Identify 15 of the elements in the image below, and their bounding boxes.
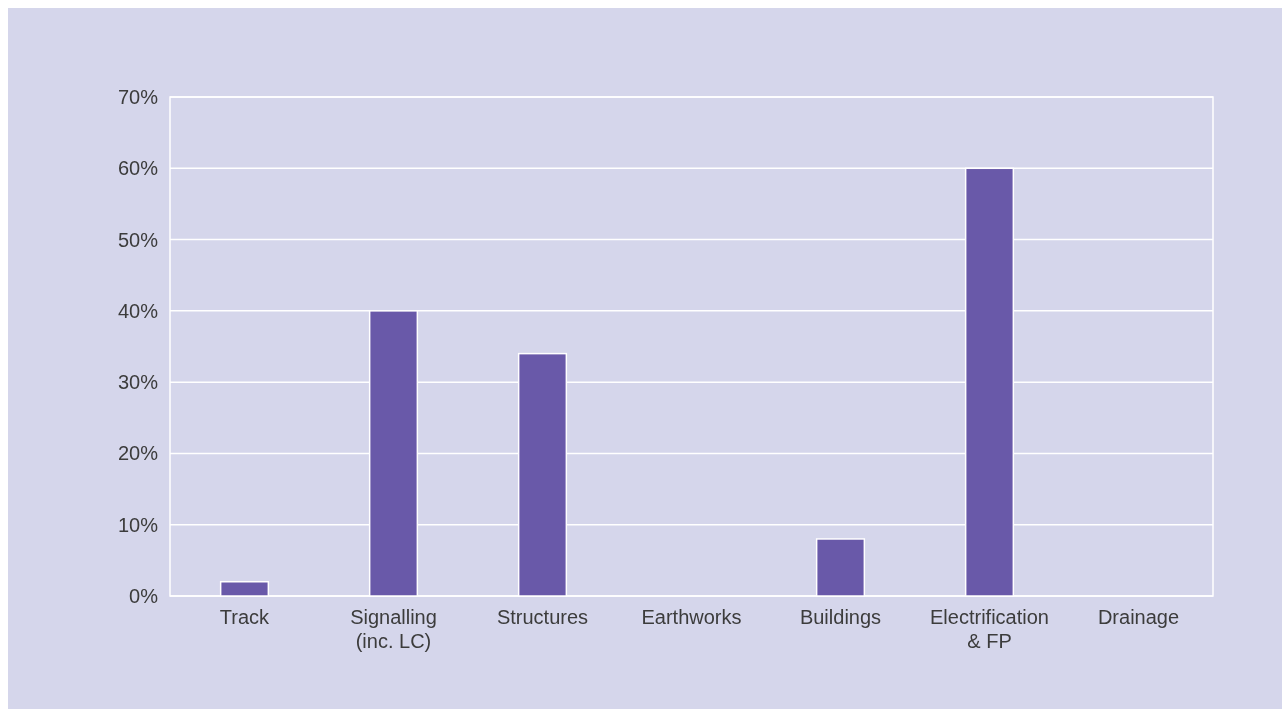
x-tick-label: Track — [219, 606, 271, 628]
x-tick-label: Electrification & FP — [930, 606, 1049, 652]
y-tick-label: 60% — [117, 157, 159, 180]
y-tick-label: 0% — [129, 585, 159, 607]
y-tick-label: 40% — [117, 299, 159, 322]
x-tick-label: Drainage — [1097, 606, 1180, 628]
x-tick-label: Earthworks — [641, 606, 742, 628]
y-tick-label: 30% — [117, 371, 159, 394]
y-tick-label: 20% — [117, 442, 159, 465]
y-tick-label: 10% — [117, 513, 159, 536]
y-tick-label: 50% — [117, 228, 159, 251]
x-tick-label: Structures — [496, 606, 589, 628]
x-tick-label: Buildings — [799, 606, 882, 628]
x-tick-label: Signalling (inc. LC) — [350, 606, 437, 652]
y-tick-label: 70% — [117, 86, 159, 108]
